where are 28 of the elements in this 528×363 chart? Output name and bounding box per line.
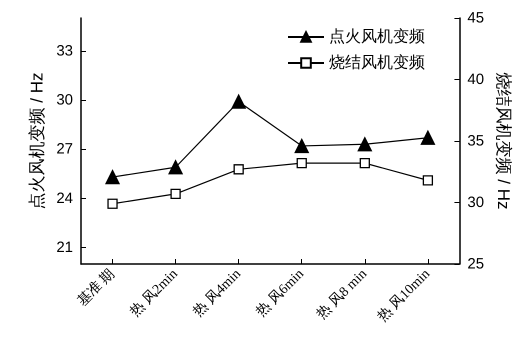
point — [168, 160, 183, 174]
legend-label: 点火风机变频 — [329, 28, 425, 46]
point — [422, 175, 434, 186]
x-tick-label: 基准 期 — [74, 266, 118, 310]
point — [170, 188, 181, 200]
y-tick-label: 27 — [56, 140, 73, 158]
y-tick-label: 24 — [56, 190, 73, 207]
point — [107, 198, 118, 209]
y2-axis-title: 烧结风机变频 / Hz — [494, 72, 513, 210]
y-tick-label: 21 — [56, 239, 73, 256]
y2-tick-label: 40 — [467, 71, 484, 88]
point — [296, 158, 307, 168]
point — [294, 138, 309, 154]
point — [360, 158, 370, 168]
point — [234, 164, 244, 174]
y2-tick-label: 30 — [467, 194, 484, 211]
x-tick-label: 热 风8 min — [314, 266, 370, 322]
y-axis-title: 点火风机变频 / Hz — [27, 72, 46, 210]
legend-label: 烧结风机变频 — [329, 54, 425, 72]
point — [420, 130, 436, 145]
y2-tick-label: 45 — [467, 10, 484, 26]
y-tick-label: 33 — [56, 42, 73, 60]
y2-tick-label: 35 — [467, 132, 484, 150]
y-tick-label: 30 — [56, 92, 73, 108]
y2-tick-label: 25 — [467, 256, 484, 272]
point — [358, 137, 372, 152]
point — [105, 170, 120, 184]
point — [232, 94, 246, 109]
